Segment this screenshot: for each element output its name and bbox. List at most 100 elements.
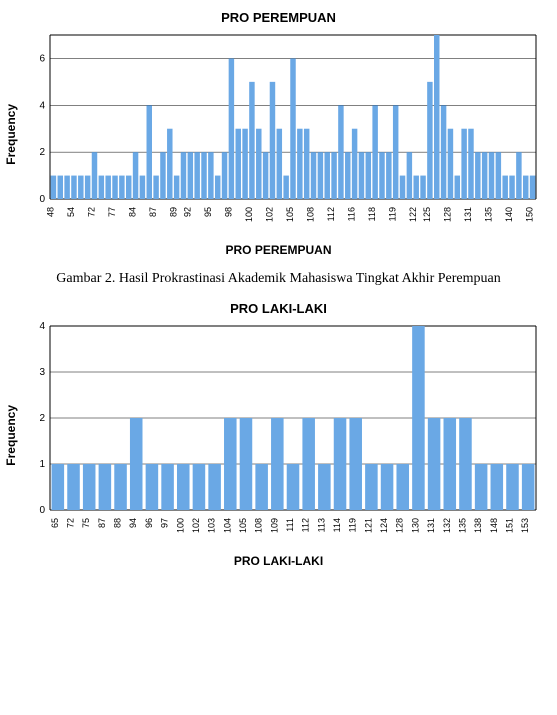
chart1-bar: [441, 105, 446, 199]
chart1-bar: [194, 152, 199, 199]
chart1-bar: [331, 152, 336, 199]
chart2-xtick-label: 113: [316, 518, 326, 532]
chart1-ytick-label: 6: [39, 53, 45, 64]
chart1-xtick-label: 128: [442, 207, 452, 222]
chart1-xtick-label: 125: [422, 207, 432, 222]
chart2-ytick-label: 0: [39, 505, 45, 516]
chart1-bar: [105, 176, 110, 199]
chart1-ytick-label: 4: [39, 100, 45, 111]
chart1-bar: [345, 152, 350, 199]
chart1-xtick-label: 108: [306, 207, 316, 222]
chart1-bar: [242, 129, 247, 199]
chart1-bar: [516, 152, 521, 199]
chart1-bar: [126, 176, 131, 199]
chart1-xtick-label: 116: [347, 207, 357, 221]
chart1-xtick-label: 54: [66, 207, 76, 217]
chart2-bar: [255, 464, 268, 510]
chart2-xtick-label: 108: [254, 518, 264, 533]
chart1-bar: [64, 176, 69, 199]
chart2-bar: [130, 418, 143, 510]
chart2-bar: [287, 464, 300, 510]
chart1-xtick-label: 77: [107, 207, 117, 217]
chart1-bar: [489, 152, 494, 199]
chart1-xtick-label: 84: [128, 207, 138, 217]
chart2-xtick-label: 111: [285, 518, 295, 532]
chart2-bar: [193, 464, 206, 510]
chart1-xtick-label: 89: [169, 207, 179, 217]
chart1-bar: [413, 176, 418, 199]
chart2-holder: 0123465727587889496971001021031041051081…: [22, 320, 549, 550]
chart2-bar: [491, 464, 504, 510]
chart1-bar: [236, 129, 241, 199]
chart2-ytick-label: 1: [39, 459, 45, 470]
chart1-bar: [256, 129, 261, 199]
chart1-title: PRO PEREMPUAN: [0, 10, 557, 25]
chart1-bar: [523, 176, 528, 199]
chart1-bar: [359, 152, 364, 199]
chart1-svg: 0246485472778487899295981001021051081121…: [22, 29, 542, 239]
chart1-bar: [215, 176, 220, 199]
chart2-outer: Frequency 012346572758788949697100102103…: [0, 320, 557, 550]
chart1-bar: [188, 152, 193, 199]
chart1-bar: [140, 176, 145, 199]
chart2-xtick-label: 138: [473, 518, 483, 533]
chart1-bar: [372, 105, 377, 199]
chart1-bar: [324, 152, 329, 199]
chart2-bar: [444, 418, 457, 510]
chart1-xtick-label: 100: [244, 207, 254, 222]
chart2-ylabel: Frequency: [4, 405, 18, 466]
chart2-bar: [302, 418, 315, 510]
chart2-bar: [506, 464, 519, 510]
chart1-xtick-label: 87: [148, 207, 158, 217]
chart1-xtick-label: 95: [203, 207, 213, 217]
chart1-bar: [448, 129, 453, 199]
chart1-xtick-label: 118: [367, 207, 377, 221]
chart2-xtick-label: 94: [128, 518, 138, 528]
chart2-bar: [412, 326, 425, 510]
chart2-xtick-label: 151: [504, 518, 514, 533]
chart1-bar: [297, 129, 302, 199]
chart1-bar: [379, 152, 384, 199]
chart1-xtick-label: 48: [45, 207, 55, 217]
chart2-xtick-label: 87: [97, 518, 107, 528]
chart2-xtick-label: 124: [379, 518, 389, 533]
chart2-xtick-label: 97: [160, 518, 170, 528]
chart1-xtick-label: 72: [86, 207, 96, 217]
chart1-bar: [311, 152, 316, 199]
chart2-bar: [146, 464, 159, 510]
chart2-bar: [522, 464, 535, 510]
chart2-bar: [208, 464, 221, 510]
chart1-bar: [222, 152, 227, 199]
chart2-bar: [365, 464, 378, 510]
chart1-bar: [386, 152, 391, 199]
chart2-bar: [114, 464, 127, 510]
chart1-xtick-label: 135: [484, 207, 494, 222]
chart2-bar: [459, 418, 472, 510]
chart2-xtick-label: 105: [238, 518, 248, 533]
chart1-bar: [318, 152, 323, 199]
chart2-xtick-label: 96: [144, 518, 154, 528]
chart2-bar: [381, 464, 394, 510]
chart2-xtick-label: 72: [66, 518, 76, 528]
chart2-bar: [83, 464, 96, 510]
chart2-xtick-label: 103: [207, 518, 217, 533]
chart1-xtick-label: 102: [264, 207, 274, 222]
chart1-bar: [112, 176, 117, 199]
chart2-xtick-label: 132: [442, 518, 452, 533]
chart1-bar: [434, 35, 439, 199]
chart2-bar: [240, 418, 253, 510]
chart1-bar: [153, 176, 158, 199]
chart1-bar: [229, 58, 234, 199]
chart2-svg: 0123465727587889496971001021031041051081…: [22, 320, 542, 550]
chart1-xtick-label: 98: [223, 207, 233, 217]
chart1-outer: Frequency 024648547277848789929598100102…: [0, 29, 557, 239]
chart2-xtick-label: 135: [457, 518, 467, 533]
chart1-bar: [530, 176, 535, 199]
chart1-bar: [181, 152, 186, 199]
chart1-bar: [393, 105, 398, 199]
chart1-bar: [78, 176, 83, 199]
chart1-bar: [509, 176, 514, 199]
chart1-bar: [277, 129, 282, 199]
chart2-xtick-label: 119: [348, 518, 358, 532]
chart1-bar: [496, 152, 501, 199]
